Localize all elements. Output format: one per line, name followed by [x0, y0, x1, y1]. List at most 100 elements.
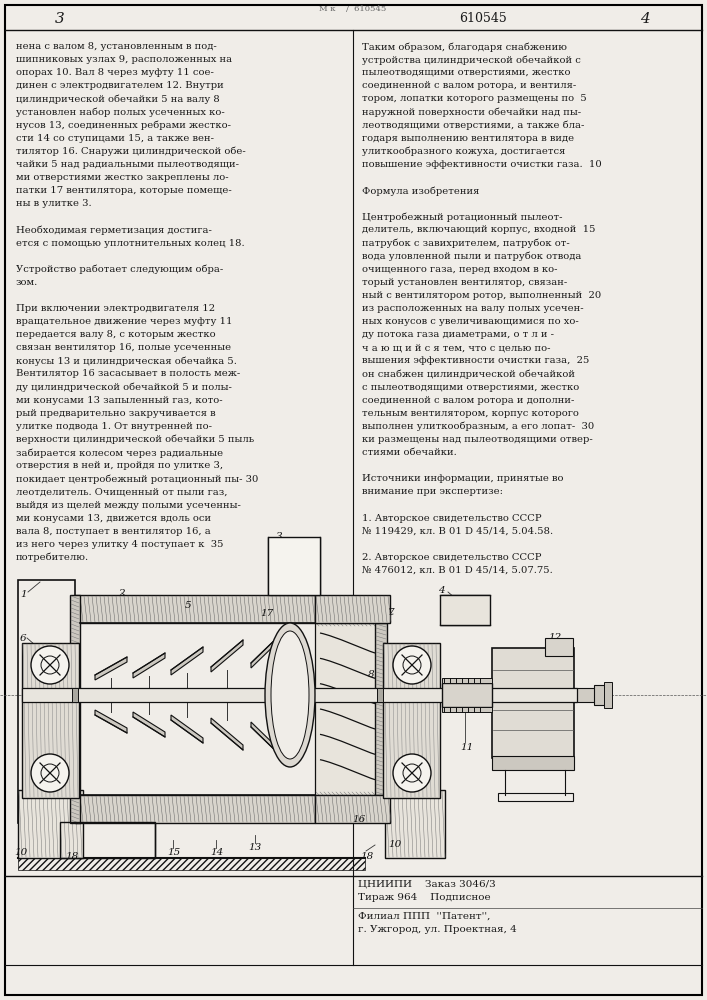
Ellipse shape	[265, 623, 315, 767]
Text: Центробежный ротационный пылеот-: Центробежный ротационный пылеот-	[362, 212, 563, 222]
Bar	[72, 688, 78, 702]
Text: тельным вентилятором, корпус которого: тельным вентилятором, корпус которого	[362, 409, 579, 418]
Text: 8: 8	[368, 670, 375, 679]
Bar	[60, 822, 155, 858]
Text: с пылеотводящими отверстиями, жестко: с пылеотводящими отверстиями, жестко	[362, 383, 579, 392]
Text: Формула изобретения: Формула изобретения	[362, 186, 479, 196]
Bar	[594, 685, 608, 705]
Text: ный с вентилятором ротор, выполненный  20: ный с вентилятором ротор, выполненный 20	[362, 291, 601, 300]
Polygon shape	[95, 657, 127, 680]
Text: вода уловленной пыли и патрубок отвода: вода уловленной пыли и патрубок отвода	[362, 252, 581, 261]
Text: очищенного газа, перед входом в ко-: очищенного газа, перед входом в ко-	[362, 265, 558, 274]
Text: 11: 11	[460, 743, 473, 752]
Text: нусов 13, соединенных ребрами жестко-: нусов 13, соединенных ребрами жестко-	[16, 121, 231, 130]
Text: Тираж 964    Подписное: Тираж 964 Подписное	[358, 893, 491, 902]
Text: тором, лопатки которого размещены по  5: тором, лопатки которого размещены по 5	[362, 94, 587, 103]
Bar	[75, 795, 315, 823]
Polygon shape	[133, 712, 165, 737]
Text: вала 8, поступает в вентилятор 16, а: вала 8, поступает в вентилятор 16, а	[16, 527, 211, 536]
Text: 10: 10	[14, 848, 28, 857]
Text: зом.: зом.	[16, 278, 38, 287]
Text: отверстия в ней и, пройдя по улитке 3,: отверстия в ней и, пройдя по улитке 3,	[16, 461, 223, 470]
Circle shape	[393, 646, 431, 684]
Bar	[492, 648, 574, 758]
Text: 1: 1	[20, 590, 27, 599]
Text: 2. Авторское свидетельство СССР: 2. Авторское свидетельство СССР	[362, 553, 542, 562]
Text: цилиндрической обечайки 5 на валу 8: цилиндрической обечайки 5 на валу 8	[16, 94, 220, 104]
Text: 610545: 610545	[459, 12, 507, 25]
Text: Вентилятор 16 засасывает в полость меж-: Вентилятор 16 засасывает в полость меж-	[16, 369, 240, 378]
Bar	[440, 595, 490, 625]
Text: годаря выполнению вентилятора в виде: годаря выполнению вентилятора в виде	[362, 134, 574, 143]
Text: нена с валом 8, установленным в под-: нена с валом 8, установленным в под-	[16, 42, 217, 51]
Polygon shape	[211, 718, 243, 750]
Text: 5: 5	[185, 601, 192, 610]
Text: конусы 13 и цилиндрическая обечайка 5.: конусы 13 и цилиндрическая обечайка 5.	[16, 356, 237, 366]
Text: из расположенных на валу полых усечен-: из расположенных на валу полых усечен-	[362, 304, 583, 313]
Text: 14: 14	[210, 848, 223, 857]
Bar	[18, 790, 83, 858]
Polygon shape	[171, 647, 203, 675]
Text: 4: 4	[438, 586, 445, 595]
Bar	[498, 793, 573, 801]
Text: соединенной с валом ротора, и вентиля-: соединенной с валом ротора, и вентиля-	[362, 81, 576, 90]
Text: леотделитель. Очищенный от пыли газ,: леотделитель. Очищенный от пыли газ,	[16, 487, 228, 496]
Text: 1. Авторское свидетельство СССР: 1. Авторское свидетельство СССР	[362, 514, 542, 523]
Text: внимание при экспертизе:: внимание при экспертизе:	[362, 487, 503, 496]
Text: ду потока газа диаметрами, о т л и -: ду потока газа диаметрами, о т л и -	[362, 330, 554, 339]
Text: торый установлен вентилятор, связан-: торый установлен вентилятор, связан-	[362, 278, 567, 287]
Text: ми отверстиями жестко закреплены ло-: ми отверстиями жестко закреплены ло-	[16, 173, 228, 182]
Bar	[492, 756, 574, 770]
Text: выполнен улиткообразным, а его лопат-  30: выполнен улиткообразным, а его лопат- 30	[362, 422, 595, 431]
Text: 18: 18	[65, 852, 78, 861]
Text: пылеотводящими отверстиями, жестко: пылеотводящими отверстиями, жестко	[362, 68, 571, 77]
Text: 6: 6	[20, 634, 27, 643]
Text: 4: 4	[640, 12, 650, 26]
Text: ны в улитке 3.: ны в улитке 3.	[16, 199, 92, 208]
Text: ется с помощью уплотнительных колец 18.: ется с помощью уплотнительных колец 18.	[16, 238, 245, 247]
Bar	[442, 678, 492, 683]
Bar	[75, 595, 315, 623]
Polygon shape	[171, 715, 203, 743]
Text: опорах 10. Вал 8 через муфту 11 сое-: опорах 10. Вал 8 через муфту 11 сое-	[16, 68, 214, 77]
Text: потребителю.: потребителю.	[16, 553, 89, 562]
Text: г. Ужгород, ул. Проектная, 4: г. Ужгород, ул. Проектная, 4	[358, 925, 517, 934]
Text: № 476012, кл. В 01 D 45/14, 5.07.75.: № 476012, кл. В 01 D 45/14, 5.07.75.	[362, 566, 553, 575]
Text: улитке подвода 1. От внутренней по-: улитке подвода 1. От внутренней по-	[16, 422, 212, 431]
Text: соединенной с валом ротора и дополни-: соединенной с валом ротора и дополни-	[362, 396, 574, 405]
Text: тилятор 16. Снаружи цилиндрической обе-: тилятор 16. Снаружи цилиндрической обе-	[16, 147, 246, 156]
Text: повышение эффективности очистки газа.  10: повышение эффективности очистки газа. 10	[362, 160, 602, 169]
Bar	[315, 595, 390, 623]
Bar	[18, 580, 75, 823]
Text: 18: 18	[360, 852, 373, 861]
Text: 10: 10	[388, 840, 402, 849]
Bar	[383, 643, 440, 798]
Text: патрубок с завихрителем, патрубок от-: патрубок с завихрителем, патрубок от-	[362, 238, 570, 248]
Text: При включении электродвигателя 12: При включении электродвигателя 12	[16, 304, 215, 313]
Text: вращательное движение через муфту 11: вращательное движение через муфту 11	[16, 317, 233, 326]
Text: 15: 15	[167, 848, 180, 857]
Text: стиями обечайки.: стиями обечайки.	[362, 448, 457, 457]
Text: наружной поверхности обечайки над пы-: наружной поверхности обечайки над пы-	[362, 107, 581, 117]
Text: 13: 13	[248, 843, 262, 852]
Bar	[385, 790, 445, 858]
Text: покидает центробежный ротационный пы- 30: покидает центробежный ротационный пы- 30	[16, 474, 258, 484]
Bar	[604, 682, 612, 708]
Polygon shape	[251, 722, 283, 758]
Text: № 119429, кл. В 01 D 45/14, 5.04.58.: № 119429, кл. В 01 D 45/14, 5.04.58.	[362, 527, 553, 536]
Text: 2: 2	[118, 589, 124, 598]
Text: 3: 3	[276, 532, 283, 541]
Text: леотводящими отверстиями, а также бла-: леотводящими отверстиями, а также бла-	[362, 121, 585, 130]
Bar	[545, 638, 573, 656]
Text: 12: 12	[548, 633, 561, 642]
Bar	[22, 643, 79, 798]
Text: М к    /  610545: М к / 610545	[320, 5, 387, 13]
Text: 16: 16	[352, 815, 366, 824]
Text: забирается колесом через радиальные: забирается колесом через радиальные	[16, 448, 223, 458]
Text: ду цилиндрической обечайкой 5 и полы-: ду цилиндрической обечайкой 5 и полы-	[16, 383, 232, 392]
Text: верхности цилиндрической обечайки 5 пыль: верхности цилиндрической обечайки 5 пыль	[16, 435, 254, 444]
Text: ки размещены над пылеотводящими отвер-: ки размещены над пылеотводящими отвер-	[362, 435, 592, 444]
Text: Необходимая герметизация достига-: Необходимая герметизация достига-	[16, 225, 212, 235]
Text: рый предварительно закручивается в: рый предварительно закручивается в	[16, 409, 216, 418]
Text: ных конусов с увеличивающимися по хо-: ных конусов с увеличивающимися по хо-	[362, 317, 579, 326]
